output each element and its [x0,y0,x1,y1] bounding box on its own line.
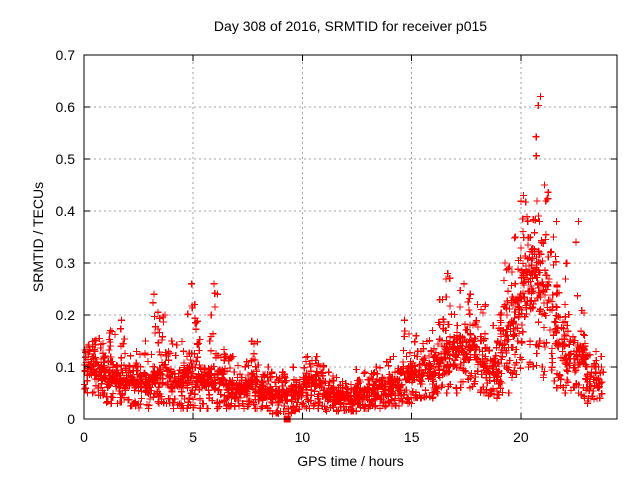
x-axis-label: GPS time / hours [297,453,404,469]
x-tick-label: 0 [80,429,88,445]
x-tick-label: 20 [513,429,529,445]
y-tick-label: 0.7 [56,47,76,63]
y-tick-label: 0 [67,411,75,427]
y-tick-label: 0.5 [56,151,76,167]
y-tick-label: 0.4 [56,203,76,219]
plot-frame [83,54,618,420]
x-tick-label: 10 [295,429,311,445]
gridlines [84,55,617,419]
y-tick-label: 0.3 [56,255,76,271]
x-tick-label: 5 [189,429,197,445]
chart-title: Day 308 of 2016, SRMTID for receiver p01… [213,18,488,34]
y-tick-label: 0.1 [56,359,76,375]
scatter-points [80,93,607,418]
y-tick-label: 0.2 [56,307,76,323]
x-tick-label: 15 [404,429,420,445]
y-tick-label: 0.6 [56,99,76,115]
